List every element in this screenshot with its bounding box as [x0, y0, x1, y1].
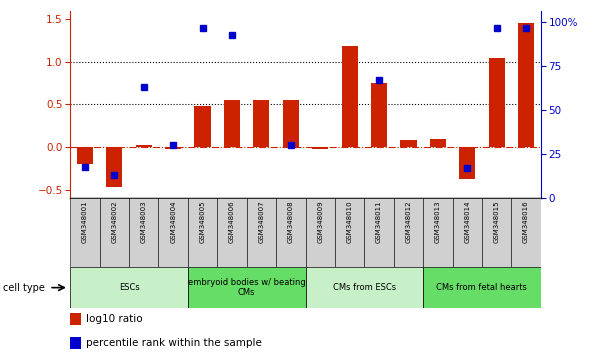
Text: percentile rank within the sample: percentile rank within the sample: [86, 338, 262, 348]
Bar: [459, 147, 475, 179]
Text: embryoid bodies w/ beating
CMs: embryoid bodies w/ beating CMs: [188, 278, 306, 297]
Bar: [165, 147, 181, 149]
Text: GSM348016: GSM348016: [523, 200, 529, 243]
Bar: [518, 23, 534, 147]
Bar: [453, 198, 482, 267]
Bar: [158, 198, 188, 267]
Text: GSM348009: GSM348009: [317, 200, 323, 243]
Text: GSM348013: GSM348013: [435, 200, 441, 243]
Text: GSM348012: GSM348012: [406, 200, 411, 243]
Bar: [306, 267, 423, 308]
Text: GSM348008: GSM348008: [288, 200, 294, 243]
Text: GSM348015: GSM348015: [494, 200, 500, 243]
Bar: [224, 100, 240, 147]
Bar: [371, 83, 387, 147]
Bar: [364, 198, 393, 267]
Bar: [335, 198, 364, 267]
Bar: [482, 198, 511, 267]
Bar: [342, 46, 357, 147]
Text: log10 ratio: log10 ratio: [86, 314, 142, 324]
Bar: [306, 198, 335, 267]
Text: GSM348002: GSM348002: [111, 200, 117, 243]
Text: GSM348011: GSM348011: [376, 200, 382, 243]
Bar: [276, 198, 306, 267]
Bar: [283, 100, 299, 147]
Bar: [194, 106, 211, 147]
Bar: [70, 267, 188, 308]
Text: cell type: cell type: [3, 282, 45, 293]
Text: GSM348006: GSM348006: [229, 200, 235, 243]
Text: GSM348010: GSM348010: [346, 200, 353, 243]
Text: CMs from fetal hearts: CMs from fetal hearts: [436, 283, 527, 292]
Bar: [312, 147, 328, 149]
Bar: [423, 267, 541, 308]
Bar: [77, 147, 93, 164]
Bar: [511, 198, 541, 267]
Bar: [70, 337, 81, 349]
Bar: [430, 138, 446, 147]
Bar: [218, 198, 247, 267]
Text: GSM348014: GSM348014: [464, 200, 470, 243]
Bar: [188, 267, 306, 308]
Text: GSM348004: GSM348004: [170, 200, 176, 243]
Bar: [106, 147, 122, 187]
Bar: [489, 58, 505, 147]
Bar: [393, 198, 423, 267]
Bar: [70, 198, 100, 267]
Text: GSM348005: GSM348005: [200, 200, 205, 243]
Text: CMs from ESCs: CMs from ESCs: [333, 283, 396, 292]
Bar: [136, 144, 152, 147]
Text: GSM348007: GSM348007: [258, 200, 265, 243]
Bar: [254, 100, 269, 147]
Bar: [400, 140, 417, 147]
Text: GSM348003: GSM348003: [141, 200, 147, 243]
Bar: [100, 198, 129, 267]
Bar: [247, 198, 276, 267]
Bar: [423, 198, 453, 267]
Text: GSM348001: GSM348001: [82, 200, 88, 243]
Text: ESCs: ESCs: [119, 283, 139, 292]
Bar: [188, 198, 218, 267]
Bar: [70, 313, 81, 325]
Bar: [129, 198, 158, 267]
